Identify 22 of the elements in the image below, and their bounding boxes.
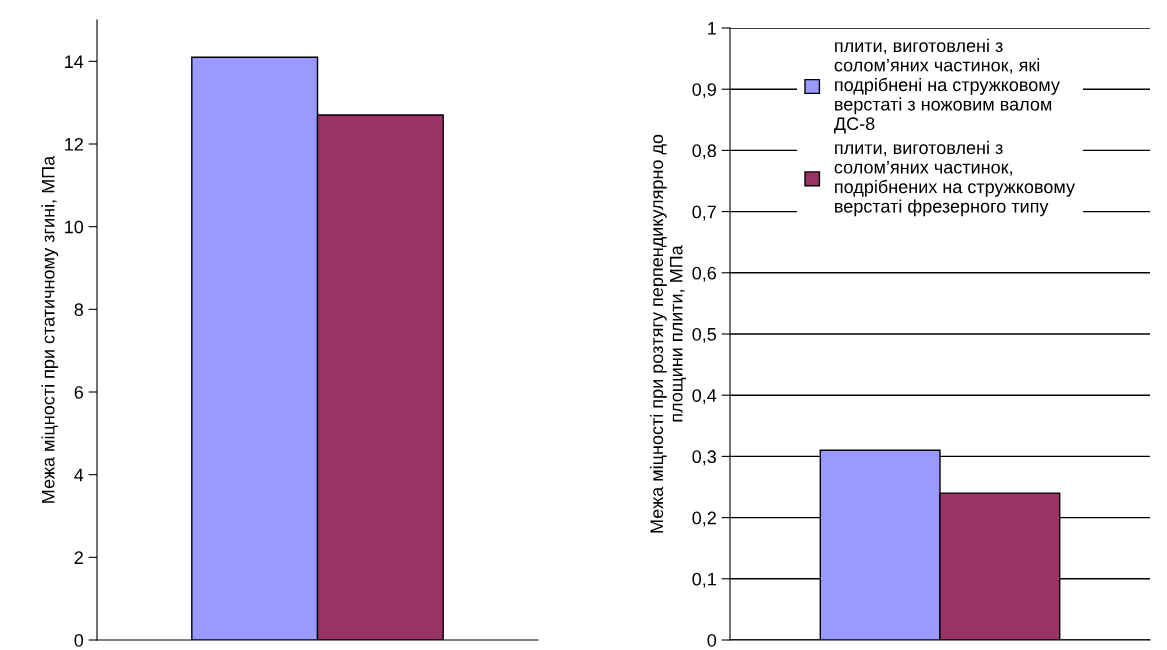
- y-tick-label: 0,5: [692, 327, 717, 343]
- y-tick-label: 0: [707, 633, 717, 647]
- y-tick-label: 0: [74, 633, 84, 647]
- y-tick-label: 0,2: [692, 511, 716, 527]
- y-tick-label: 0,1: [692, 572, 716, 588]
- y-tick-label: 0,7: [692, 205, 716, 221]
- y-axis-title: Межа міцності при розтягу перпендикулярно до площини плити, МПа: [649, 134, 686, 533]
- y-tick-label: 14: [65, 55, 84, 68]
- y-tick-label: 2: [74, 551, 83, 564]
- y-tick-label: 12: [65, 137, 83, 151]
- y-tick-label: 0,8: [692, 144, 717, 160]
- y-tick-label: 0,9: [692, 83, 716, 99]
- y-tick-label: 6: [74, 385, 84, 399]
- y-tick-label: 10: [65, 220, 84, 234]
- y-tick-label: 1: [708, 22, 716, 35]
- y-tick-label: 0,4: [692, 389, 717, 405]
- y-tick-label: 0,6: [692, 266, 717, 282]
- y-tick-label: 0,3: [692, 450, 717, 466]
- y-axis-title: Межа міцності при статичному згині, МПа: [41, 155, 59, 503]
- legend-label: плити, виготовлені з солом’яних частинок, подрібнених на стружковому верстаті фрезерного типу: [834, 140, 1075, 217]
- y-tick-label: 8: [74, 303, 84, 317]
- y-tick-label: 4: [74, 468, 84, 482]
